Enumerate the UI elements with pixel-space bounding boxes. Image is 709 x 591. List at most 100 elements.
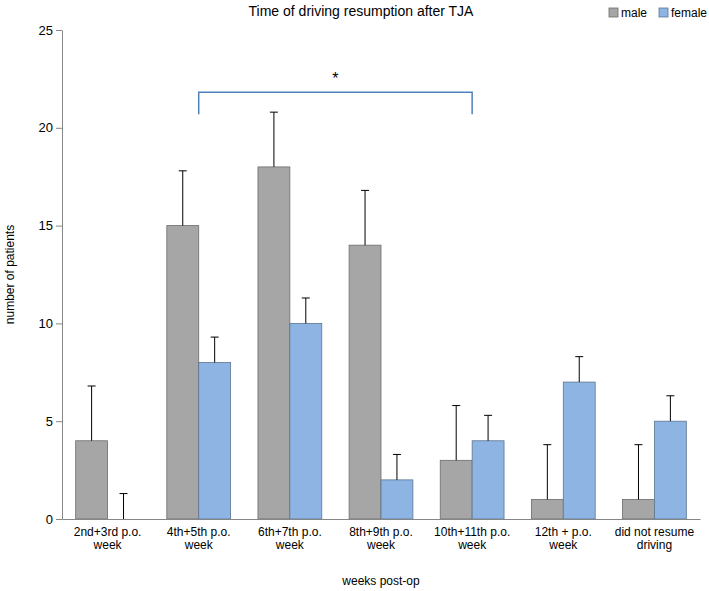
y-axis: 0 5 10 15 20 25	[39, 23, 63, 527]
y-tick-mark	[56, 323, 62, 324]
y-tick-mark	[56, 519, 62, 520]
error-cap	[179, 170, 187, 171]
legend-label: male	[621, 6, 647, 20]
y-tick-mark	[56, 128, 62, 129]
title: Time of driving resumption after TJA	[249, 3, 475, 19]
error-stem	[638, 445, 639, 500]
plot-area: 0 5 10 15 20 25 2nd+3rd p.o.week 4th+5th p.o.we…	[39, 23, 701, 553]
bar	[258, 167, 290, 519]
y-axis-line	[62, 31, 63, 520]
error-stem	[488, 415, 489, 440]
error-bar	[120, 494, 128, 519]
y-tick-mark	[56, 30, 62, 31]
legend-label: female	[671, 6, 707, 20]
series-0	[76, 112, 655, 519]
legend-swatch	[609, 8, 618, 17]
y-tick-label: 10	[39, 316, 53, 331]
bars	[76, 112, 687, 519]
error-bar	[666, 396, 674, 421]
bar	[76, 441, 108, 519]
y-tick: 5	[46, 414, 62, 429]
error-cap	[361, 190, 369, 191]
x-tick: did not resumedriving	[615, 519, 695, 552]
error-stem	[365, 190, 366, 245]
bar	[563, 382, 595, 519]
error-cap	[270, 112, 278, 113]
error-stem	[456, 406, 457, 461]
x-tick: 2nd+3rd p.o.week	[74, 519, 142, 552]
bar	[290, 323, 322, 519]
error-stem	[91, 386, 92, 441]
error-cap	[211, 337, 219, 338]
bar	[623, 499, 655, 519]
error-bar	[179, 171, 187, 226]
x-tick: 12th + p.o.week	[535, 519, 592, 552]
error-stem	[305, 298, 306, 323]
error-cap	[666, 395, 674, 396]
chart: 0 5 10 15 20 25 2nd+3rd p.o.week 4th+5th p.o.we…	[0, 0, 709, 591]
error-stem	[273, 112, 274, 167]
bar	[199, 363, 231, 519]
bar	[349, 245, 381, 519]
y-tick: 0	[46, 512, 62, 527]
bar	[381, 480, 413, 519]
error-bar	[88, 386, 96, 441]
legend-swatch	[659, 8, 668, 17]
error-cap	[484, 415, 492, 416]
error-stem	[579, 357, 580, 382]
error-cap	[393, 454, 401, 455]
x-tick-label: 4th+5th p.o.week	[167, 525, 231, 553]
error-cap	[302, 297, 310, 298]
y-tick-label: 0	[46, 512, 53, 527]
annotation: *	[332, 70, 338, 87]
error-cap	[120, 493, 128, 494]
y-tick-label: 20	[39, 120, 53, 135]
x-tick: 4th+5th p.o.week	[167, 519, 231, 552]
error-bar	[634, 445, 642, 500]
y-tick: 10	[39, 316, 62, 331]
error-stem	[214, 337, 215, 362]
error-bar	[211, 337, 219, 362]
x-tick-label: 10th+11th p.o.week	[434, 525, 510, 553]
x-tick-label: 2nd+3rd p.o.week	[74, 525, 142, 553]
x-axis: 2nd+3rd p.o.week 4th+5th p.o.week 6th+7th …	[63, 519, 701, 552]
error-cap	[88, 385, 96, 386]
bar	[440, 460, 472, 519]
legend: male female	[609, 6, 707, 20]
y-tick: 20	[39, 120, 62, 135]
y-axis-title: number of patients	[3, 225, 17, 324]
series-1	[120, 298, 687, 519]
error-bar	[575, 357, 583, 382]
error-bar	[270, 112, 278, 167]
error-cap	[575, 356, 583, 357]
x-tick-label: 12th + p.o.week	[535, 525, 592, 553]
significance-bracket	[199, 92, 472, 114]
bar	[531, 499, 563, 519]
error-bar	[361, 190, 369, 245]
bar	[654, 421, 686, 519]
x-tick: 8th+9th p.o.week	[349, 519, 413, 552]
error-bar	[484, 415, 492, 440]
error-bar	[302, 298, 310, 323]
bar	[472, 441, 504, 519]
error-stem	[670, 396, 671, 421]
error-stem	[547, 445, 548, 500]
error-bar	[452, 406, 460, 461]
y-tick: 15	[39, 218, 62, 233]
legend-entry: female	[659, 6, 707, 20]
error-stem	[396, 454, 397, 479]
error-bar	[393, 454, 401, 479]
y-tick-label: 5	[46, 414, 53, 429]
y-tick-mark	[56, 226, 62, 227]
error-cap	[452, 405, 460, 406]
x-axis-line	[63, 519, 701, 520]
error-cap	[543, 444, 551, 445]
x-tick-label: did not resumedriving	[615, 525, 695, 553]
y-tick-label: 25	[39, 23, 53, 38]
x-tick-label: 6th+7th p.o.week	[258, 525, 322, 553]
error-stem	[123, 494, 124, 519]
error-stem	[182, 171, 183, 226]
x-axis-title: weeks post-op	[341, 574, 420, 588]
error-cap	[634, 444, 642, 445]
y-tick-mark	[56, 421, 62, 422]
